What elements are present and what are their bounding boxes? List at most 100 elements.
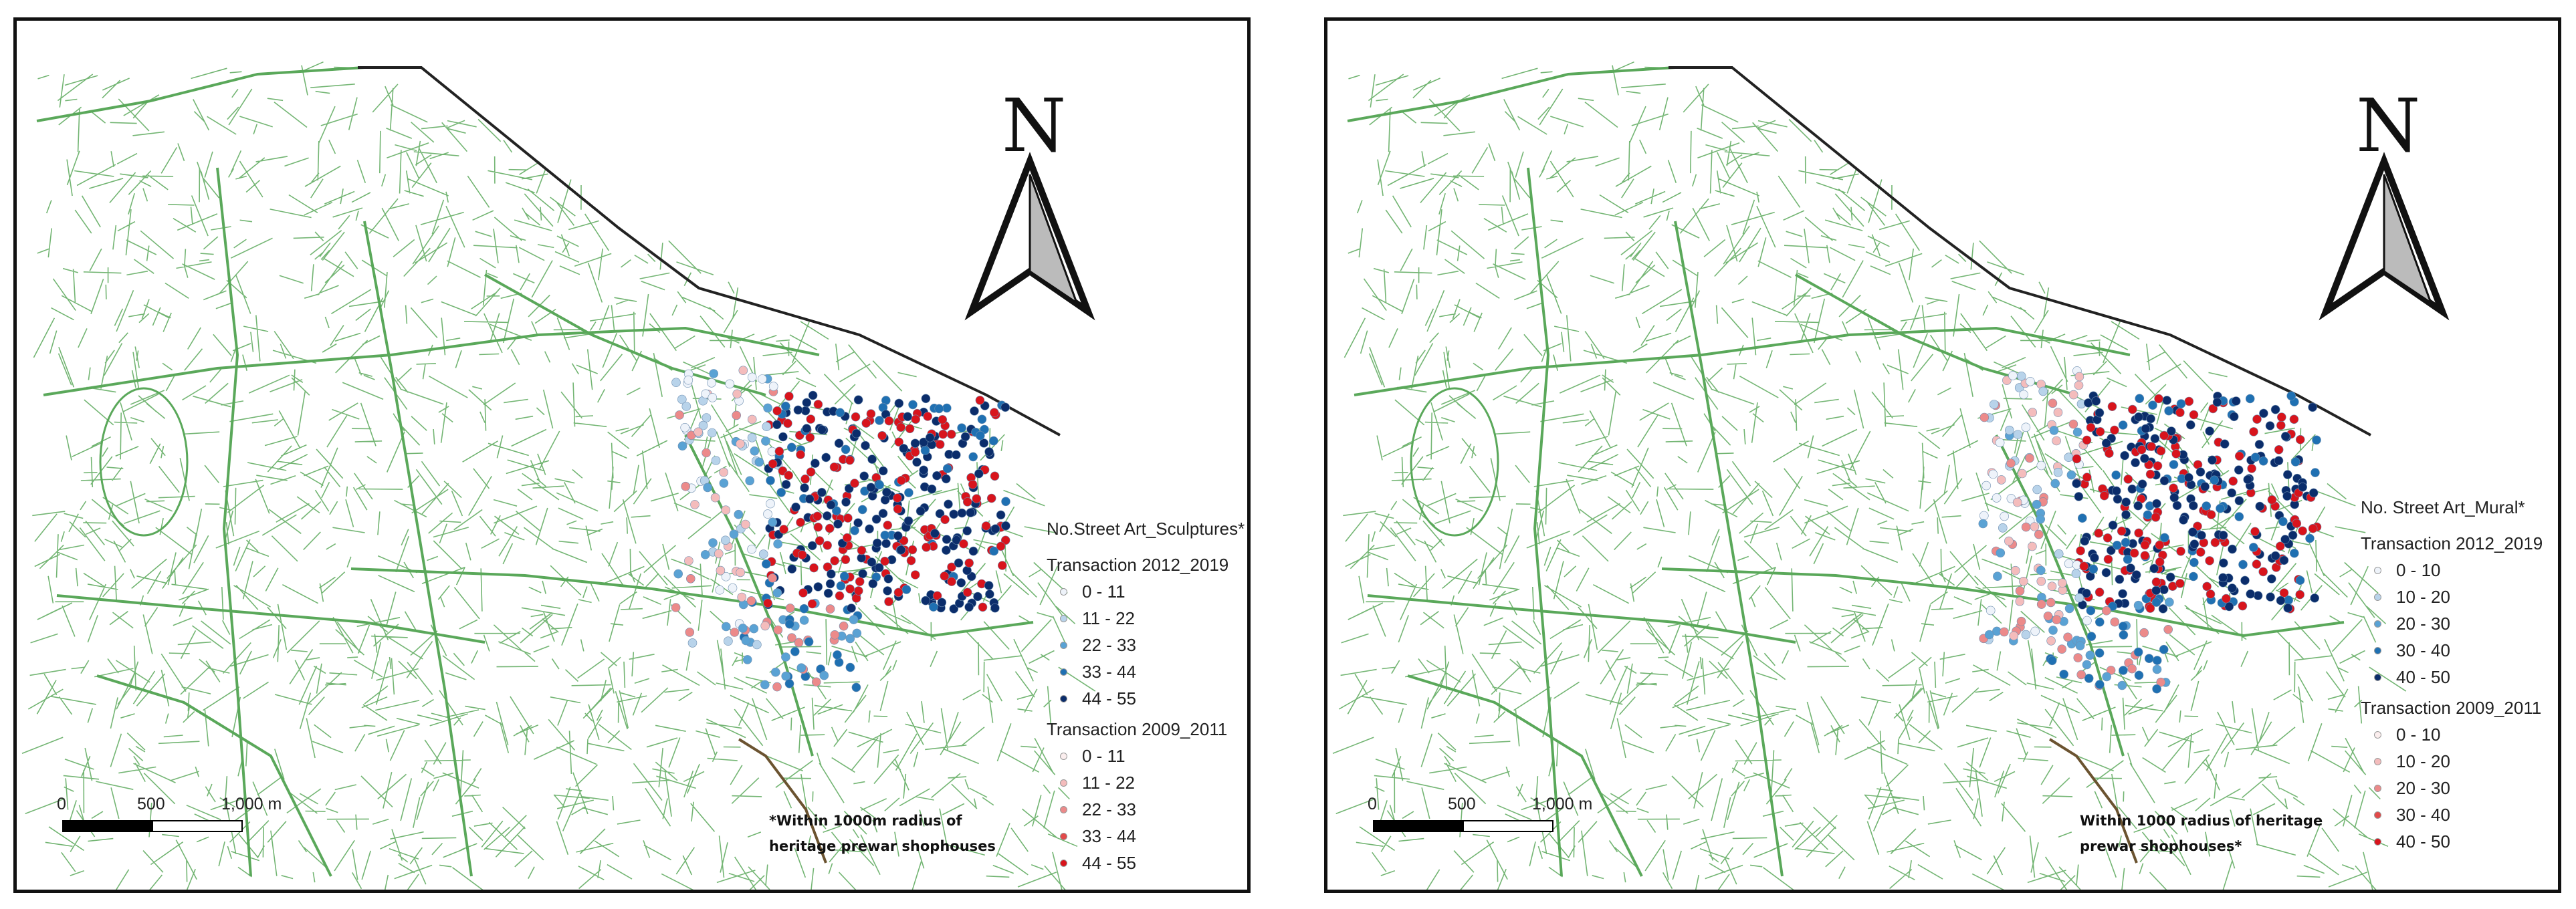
transaction-point [681,481,691,491]
transaction-point [2152,664,2162,674]
transaction-point [2036,514,2045,524]
transaction-point [2309,488,2319,498]
transaction-point [2164,406,2173,416]
transaction-point [779,525,788,534]
transaction-point [974,469,984,479]
transaction-point [728,583,738,593]
transaction-point [929,602,938,612]
transaction-point [1988,469,1998,479]
transaction-point [850,479,859,488]
transaction-point [881,539,891,549]
transaction-point [760,680,770,690]
transaction-point [978,602,988,612]
transaction-point [2133,647,2143,657]
transaction-point [830,556,839,565]
transaction-point [2053,467,2063,477]
transaction-point [984,581,994,590]
transaction-point [2308,402,2317,412]
transaction-point [2057,644,2066,654]
transaction-point [2036,461,2046,471]
transaction-point [2105,448,2114,459]
transaction-point [2171,449,2181,459]
transaction-point [714,549,724,559]
transaction-point [2078,513,2087,523]
transaction-point [883,586,892,596]
legend-swatch-icon [1060,859,1067,867]
transaction-point [949,604,959,614]
transaction-point [925,432,935,442]
transaction-point [2279,555,2289,565]
transaction-point [2134,412,2143,422]
transaction-point [2184,396,2194,406]
north-arrow: N [2319,83,2450,321]
transaction-point [2002,376,2012,385]
transaction-point [2021,522,2031,532]
transaction-point [2004,536,2014,546]
transaction-point [2038,386,2048,396]
transaction-point [1998,523,2008,533]
transaction-point [784,392,794,401]
transaction-point [2106,666,2116,675]
transaction-point [716,565,726,575]
transaction-point [2082,616,2092,626]
transaction-point [783,418,792,428]
legend-group1: 0 - 10 10 - 20 20 - 30 30 - 40 40 - 50 [2361,557,2543,690]
transaction-point [866,483,876,493]
transaction-point [1979,511,1989,521]
transaction-point [853,395,863,405]
transaction-point [2310,593,2319,603]
transaction-point [825,523,835,533]
transaction-point [2072,427,2082,437]
scale-bar: 0 500 1,000 m [57,795,282,848]
legend-item-label: 22 - 33 [1082,635,1136,655]
map-note-line1: *Within 1000m radius of [769,813,962,829]
transaction-point [2151,598,2161,607]
transaction-point [2140,540,2150,550]
transaction-point [2208,404,2218,414]
transaction-point [2210,475,2219,485]
scale-bar-white [152,820,243,832]
transaction-point [730,628,740,637]
transaction-point [935,509,945,519]
transaction-point [2101,438,2111,448]
transaction-point [2169,483,2178,493]
transaction-point [903,412,912,422]
scale-label-0: 0 [57,795,66,813]
transaction-point [2184,473,2193,483]
transaction-point [2169,460,2179,469]
transaction-point [2141,424,2151,434]
transaction-point [2286,391,2296,401]
transaction-point [2004,425,2014,435]
transaction-point [938,429,948,439]
transaction-point [2103,554,2113,564]
legend-swatch-icon [1060,588,1067,596]
transaction-point [2107,545,2116,555]
transaction-point [2189,501,2198,511]
scale-label-0: 0 [1368,795,1377,813]
north-label: N [2356,83,2420,168]
legend-item-label: 30 - 40 [2396,640,2450,660]
transaction-point [1996,475,2006,485]
transaction-point [2021,630,2031,640]
transaction-point [2202,581,2212,592]
transaction-point [833,519,843,529]
transaction-point [2234,451,2244,461]
transaction-point [893,531,903,541]
transaction-point [884,416,894,426]
transaction-point [2068,419,2078,429]
transaction-point [962,526,972,536]
transaction-point [2052,615,2062,625]
transaction-point [2151,586,2161,596]
transaction-point [675,410,684,420]
transaction-point [973,592,982,602]
transaction-point [793,405,803,415]
coastline [1669,66,2371,436]
transaction-point [804,637,814,647]
transaction-point [2243,475,2252,485]
legend-swatch-icon [2374,811,2381,819]
transaction-point [906,555,916,565]
legend-item-label: 0 - 10 [2396,560,2441,580]
transaction-point [2102,672,2111,682]
transaction-points [671,366,1010,692]
transaction-point [2082,588,2091,598]
